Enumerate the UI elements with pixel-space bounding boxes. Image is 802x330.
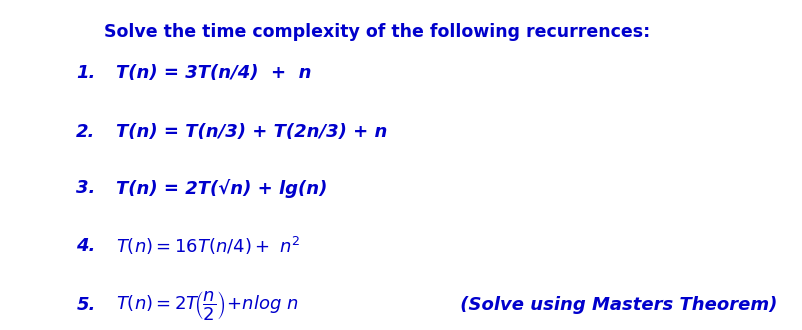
Text: 4.: 4. — [76, 237, 95, 255]
Text: 3.: 3. — [76, 179, 95, 197]
Text: T(n) = 2T(√n) + lg(n): T(n) = 2T(√n) + lg(n) — [116, 179, 327, 198]
Text: 5.: 5. — [76, 296, 95, 314]
Text: 1.: 1. — [76, 64, 95, 82]
Text: (Solve using Masters Theorem): (Solve using Masters Theorem) — [453, 296, 776, 314]
Text: 2.: 2. — [76, 123, 95, 141]
Text: $\mathit{T(n) = 16T(n/4) + \ n^2}$: $\mathit{T(n) = 16T(n/4) + \ n^2}$ — [116, 235, 301, 257]
Text: T(n) = T(n/3) + T(2n/3) + n: T(n) = T(n/3) + T(2n/3) + n — [116, 123, 387, 141]
Text: T(n) = 3T(n/4)  +  n: T(n) = 3T(n/4) + n — [116, 64, 311, 82]
Text: $\mathit{T(n) = 2T\!\left(\dfrac{n}{2}\right)\!+\!nlog\ n}$: $\mathit{T(n) = 2T\!\left(\dfrac{n}{2}\r… — [116, 289, 298, 322]
Text: Solve the time complexity of the following recurrences:: Solve the time complexity of the followi… — [104, 23, 650, 41]
